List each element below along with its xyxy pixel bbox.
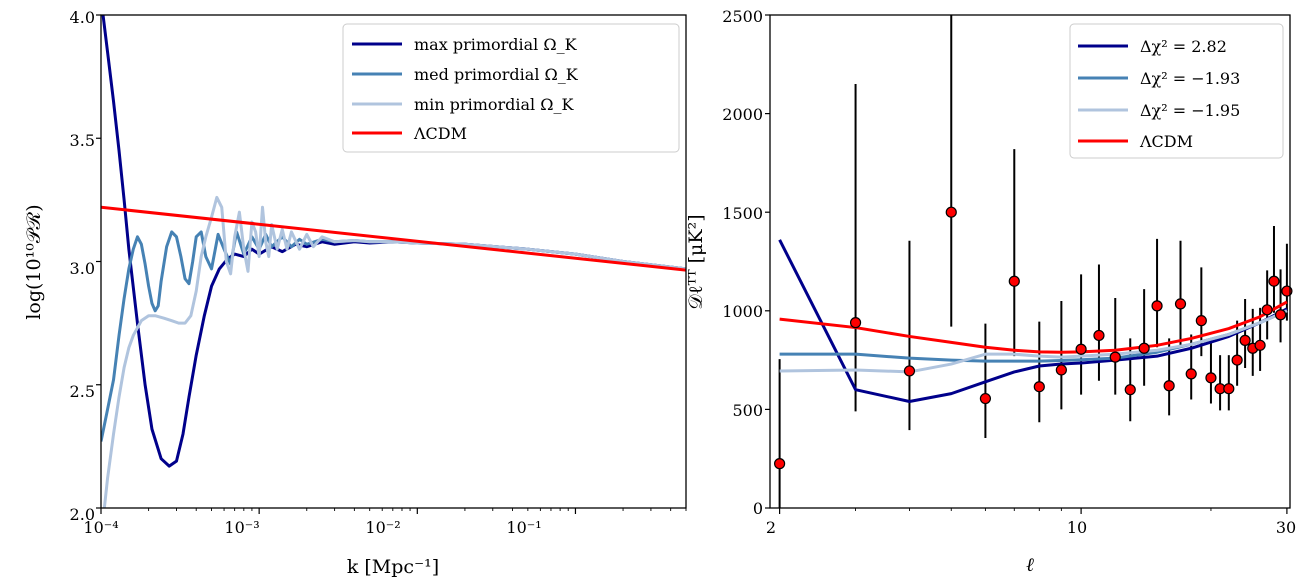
data-point (1274, 309, 1287, 321)
data-point (1008, 275, 1020, 287)
data-point (1109, 351, 1121, 363)
left-x-tick-label: 10⁻¹ (506, 518, 541, 537)
series-line (778, 239, 1288, 404)
left-series-lines (101, 15, 686, 508)
data-point (1151, 300, 1163, 312)
data-point (1205, 372, 1217, 384)
legend-label: max primordial Ω_K (414, 35, 578, 54)
left-y-tick-label: 3.0 (70, 259, 95, 278)
data-point (1174, 298, 1187, 310)
legend-label: Δχ² = 2.82 (1140, 37, 1227, 56)
legend-label: Δχ² = −1.95 (1140, 101, 1240, 120)
data-point (945, 206, 957, 218)
right-y-tick-label: 500 (732, 401, 763, 420)
data-point (979, 392, 992, 405)
right-y-tick-label: 2000 (722, 105, 763, 124)
legend-label: ΛCDM (413, 124, 467, 143)
right-x-tick-label: 30 (1276, 518, 1296, 537)
data-point (1138, 342, 1150, 354)
right-legend-box (1069, 23, 1284, 159)
legend-label: med primordial Ω_K (414, 65, 579, 84)
left-panel: 2.0 2.5 3.0 3.5 4.0 10⁻⁴ 10⁻³ 10⁻² 10⁻¹ … (23, 8, 687, 578)
left-x-tick-label: 10⁻⁴ (83, 518, 118, 537)
left-x-tick-label: 10⁻² (365, 518, 400, 537)
data-point (903, 365, 916, 377)
data-point (1033, 381, 1045, 393)
data-point (1231, 354, 1243, 366)
right-series-lines (778, 239, 1288, 404)
left-x-axis-label: k [Mpc⁻¹] (347, 556, 439, 578)
right-x-tick-label: 2 (766, 518, 776, 537)
right-x-ticks (779, 508, 1288, 514)
left-x-tick-label: 10⁻³ (224, 518, 259, 537)
data-point (1124, 384, 1136, 396)
data-point (774, 458, 786, 470)
right-x-tick-label: 10 (1067, 518, 1087, 537)
series-line (101, 230, 686, 442)
right-axes-frame (769, 14, 1291, 509)
right-y-tick-label: 1500 (722, 204, 763, 223)
data-point (1055, 364, 1067, 376)
right-data-points (774, 206, 1293, 470)
left-y-tick-label: 4.0 (70, 8, 95, 27)
legend-label: min primordial Ω_K (414, 95, 575, 114)
data-point (1185, 368, 1197, 380)
legend-label: ΛCDM (1139, 132, 1193, 151)
left-y-axis-label: log(10¹⁰𝒫ℛ) (23, 204, 45, 319)
right-y-axis-label: 𝒟ℓᵀᵀ [μK²] (685, 214, 707, 309)
right-y-tick-label: 2500 (722, 7, 763, 26)
right-y-ticks (765, 14, 770, 509)
right-y-tick-label: 0 (753, 499, 763, 518)
legend-label: Δχ² = −1.93 (1140, 69, 1240, 88)
left-x-ticks (100, 508, 687, 514)
series-line (779, 300, 1288, 354)
data-point (1195, 315, 1207, 327)
right-panel: 0 500 1000 1500 2000 2500 2 10 30 ℓ 𝒟ℓᵀᵀ… (685, 7, 1296, 576)
left-y-tick-label: 3.5 (70, 131, 95, 150)
data-point (1254, 339, 1266, 351)
data-point (1163, 380, 1175, 392)
left-y-tick-label: 2.0 (70, 505, 95, 524)
series-line (779, 309, 1288, 374)
right-y-tick-label: 1000 (722, 302, 763, 321)
data-point (1093, 329, 1105, 342)
right-legend: Δχ² = 2.82 Δχ² = −1.93 Δχ² = −1.95 ΛCDM (1069, 23, 1284, 159)
left-legend: max primordial Ω_K med primordial Ω_K mi… (342, 23, 680, 153)
series-line (101, 205, 686, 272)
series-line (102, 195, 686, 508)
left-legend-box (342, 23, 680, 153)
left-y-tick-label: 2.5 (70, 382, 95, 401)
right-x-axis-label: ℓ (1026, 554, 1034, 576)
data-point (1239, 334, 1251, 346)
data-point (1075, 343, 1087, 355)
data-point (1223, 383, 1235, 395)
data-point (1268, 275, 1280, 287)
left-y-ticks (96, 14, 101, 509)
data-point (1261, 304, 1273, 316)
data-point (849, 317, 862, 329)
